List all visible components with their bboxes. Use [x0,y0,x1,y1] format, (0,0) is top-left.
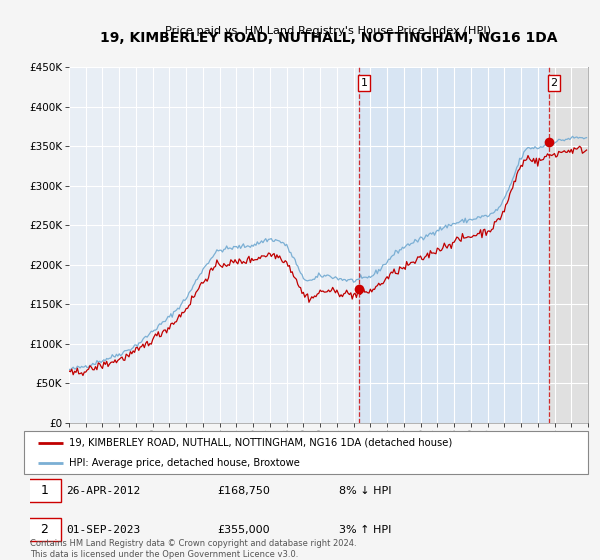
Text: 2: 2 [40,523,48,536]
Text: 2: 2 [550,78,557,88]
Text: 01-SEP-2023: 01-SEP-2023 [66,525,140,535]
FancyBboxPatch shape [27,479,61,502]
Title: 19, KIMBERLEY ROAD, NUTHALL, NOTTINGHAM, NG16 1DA: 19, KIMBERLEY ROAD, NUTHALL, NOTTINGHAM,… [100,31,557,45]
Text: 1: 1 [361,78,367,88]
FancyBboxPatch shape [25,431,587,474]
Bar [359,67,549,423]
Text: 3% ↑ HPI: 3% ↑ HPI [339,525,391,535]
Text: 1: 1 [40,484,48,497]
Text: Contains HM Land Registry data © Crown copyright and database right 2024.
This d: Contains HM Land Registry data © Crown c… [30,539,356,559]
Text: 8% ↓ HPI: 8% ↓ HPI [339,486,392,496]
FancyBboxPatch shape [27,518,61,541]
Text: 19, KIMBERLEY ROAD, NUTHALL, NOTTINGHAM, NG16 1DA (detached house): 19, KIMBERLEY ROAD, NUTHALL, NOTTINGHAM,… [68,438,452,448]
Text: £355,000: £355,000 [218,525,271,535]
Text: Price paid vs. HM Land Registry's House Price Index (HPI): Price paid vs. HM Land Registry's House … [166,26,491,36]
Bar [549,67,588,423]
Text: £168,750: £168,750 [218,486,271,496]
Text: 26-APR-2012: 26-APR-2012 [66,486,140,496]
Text: HPI: Average price, detached house, Broxtowe: HPI: Average price, detached house, Brox… [68,458,299,468]
